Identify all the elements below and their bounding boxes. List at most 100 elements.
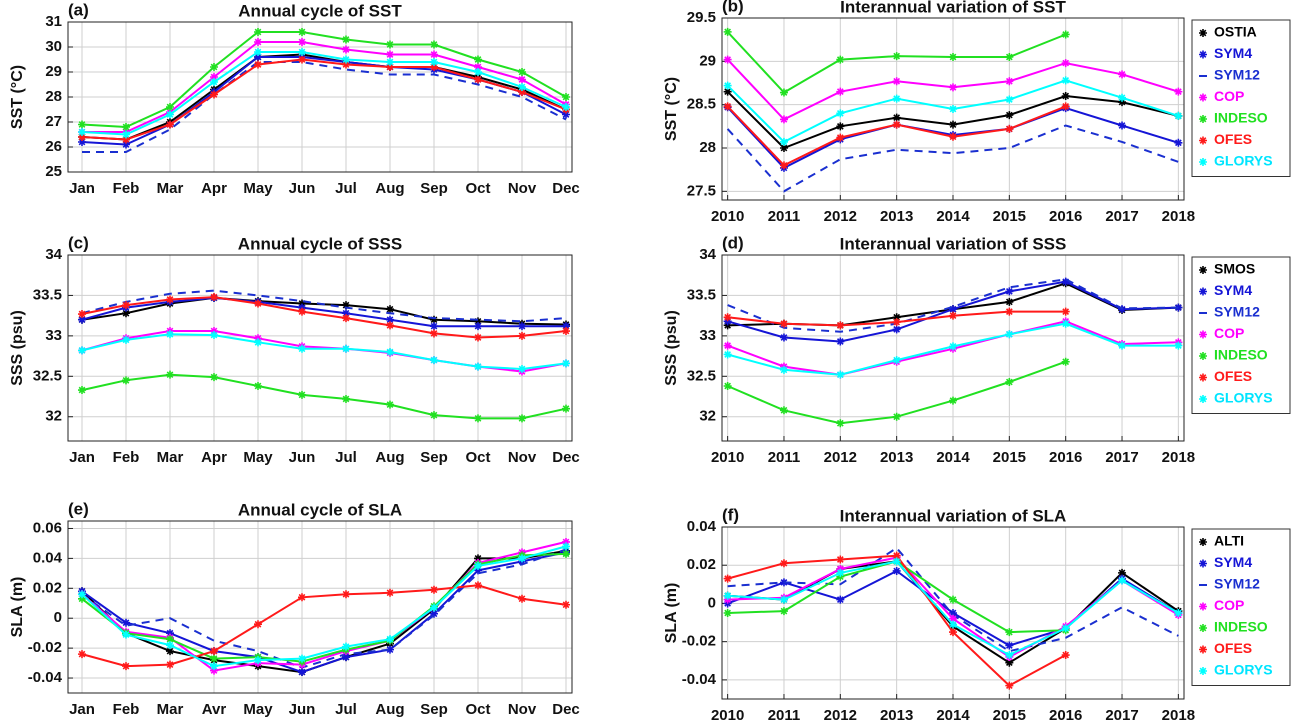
point-marker (210, 666, 218, 675)
point-marker (210, 78, 218, 86)
point-marker (386, 58, 394, 66)
point-marker (836, 568, 845, 577)
point-marker (78, 120, 86, 129)
point-marker (779, 365, 788, 374)
point-marker (78, 650, 86, 659)
chart-title: Interannual variation of SSS (840, 234, 1067, 253)
point-marker (342, 309, 350, 318)
legend-label: COP (1214, 325, 1244, 341)
point-marker (518, 75, 526, 84)
x-tick-label: Apr (201, 449, 227, 466)
legend-label: ALTI (1214, 533, 1244, 549)
point-marker (1061, 76, 1070, 85)
point-marker (1118, 568, 1127, 577)
point-marker (122, 130, 130, 139)
y-tick-label: 0 (708, 594, 716, 611)
legend-label: SMOS (1214, 261, 1255, 277)
point-marker (1118, 121, 1127, 130)
y-tick-label: -0.04 (682, 671, 717, 688)
chart-title: Annual cycle of SST (238, 1, 402, 20)
point-marker (562, 93, 570, 101)
point-marker (122, 301, 130, 310)
point-marker (430, 329, 438, 338)
x-tick-label: 2012 (824, 208, 857, 225)
point-marker (166, 103, 174, 111)
point-marker (836, 419, 845, 428)
point-marker (723, 317, 732, 326)
x-tick-label: Nov (508, 701, 537, 718)
series-line (81, 549, 567, 674)
point-marker (474, 68, 482, 76)
legend-label: COP (1214, 88, 1244, 104)
point-marker (562, 600, 570, 609)
point-marker (723, 87, 732, 96)
y-tick-label: 32.5 (33, 367, 62, 384)
point-marker (430, 411, 438, 420)
series-line (82, 41, 567, 133)
legend-label: OFES (1214, 131, 1252, 147)
series-line (81, 296, 567, 339)
point-marker (78, 310, 86, 319)
y-tick-label: 33 (699, 327, 716, 344)
series-line (81, 58, 567, 141)
x-tick-label: 2015 (993, 208, 1026, 225)
y-axis-label: SSS (psu) (663, 310, 680, 386)
point-marker (122, 123, 130, 131)
point-marker (1174, 341, 1183, 350)
y-tick-label: 0 (54, 609, 62, 626)
point-marker (386, 321, 394, 330)
point-marker (723, 313, 732, 322)
point-marker (1005, 628, 1014, 637)
y-tick-label: 28.5 (687, 96, 716, 113)
point-marker (836, 370, 845, 379)
x-tick-label: Aug (375, 180, 404, 197)
legend-label: SYM4 (1214, 554, 1252, 570)
point-marker (779, 595, 788, 604)
chart-title: Interannual variation of SST (840, 0, 1066, 16)
point-marker (892, 566, 901, 575)
legend-swatch (1199, 29, 1207, 37)
point-marker (430, 585, 438, 594)
point-marker (1174, 111, 1183, 120)
point-marker (298, 344, 306, 353)
point-marker (518, 68, 526, 76)
legend-box (1191, 19, 1291, 177)
point-marker (78, 138, 86, 146)
point-marker (836, 595, 845, 604)
point-marker (254, 299, 262, 308)
point-marker (474, 333, 482, 342)
plot-frame (67, 254, 573, 442)
legend-swatch (1199, 50, 1207, 59)
point-marker (1005, 307, 1014, 316)
point-marker (298, 55, 306, 64)
y-tick-label: 0.02 (33, 579, 62, 596)
point-marker (166, 641, 174, 650)
point-marker (210, 327, 218, 336)
x-tick-label: 2014 (936, 707, 970, 723)
point-marker (254, 338, 262, 347)
point-marker (836, 109, 845, 118)
point-marker (386, 315, 394, 324)
legend-label: OFES (1214, 640, 1252, 656)
point-marker (474, 554, 482, 563)
point-marker (298, 668, 306, 677)
y-tick-label: 29 (699, 52, 716, 69)
legend-label: OSTIA (1214, 24, 1257, 40)
point-marker (298, 38, 306, 46)
point-marker (892, 551, 901, 560)
point-marker (949, 396, 957, 405)
point-marker (342, 60, 350, 69)
point-marker (779, 144, 788, 152)
y-tick-label: 30 (45, 38, 62, 55)
point-marker (1061, 307, 1070, 316)
point-marker (166, 330, 174, 339)
point-marker (723, 27, 732, 36)
point-marker (298, 593, 306, 602)
point-marker (1061, 624, 1070, 633)
point-marker (430, 356, 438, 365)
point-marker (723, 102, 732, 111)
y-tick-label: 29.5 (687, 9, 716, 26)
point-marker (122, 630, 130, 639)
legend-swatch (1199, 538, 1207, 546)
point-marker (122, 335, 130, 344)
